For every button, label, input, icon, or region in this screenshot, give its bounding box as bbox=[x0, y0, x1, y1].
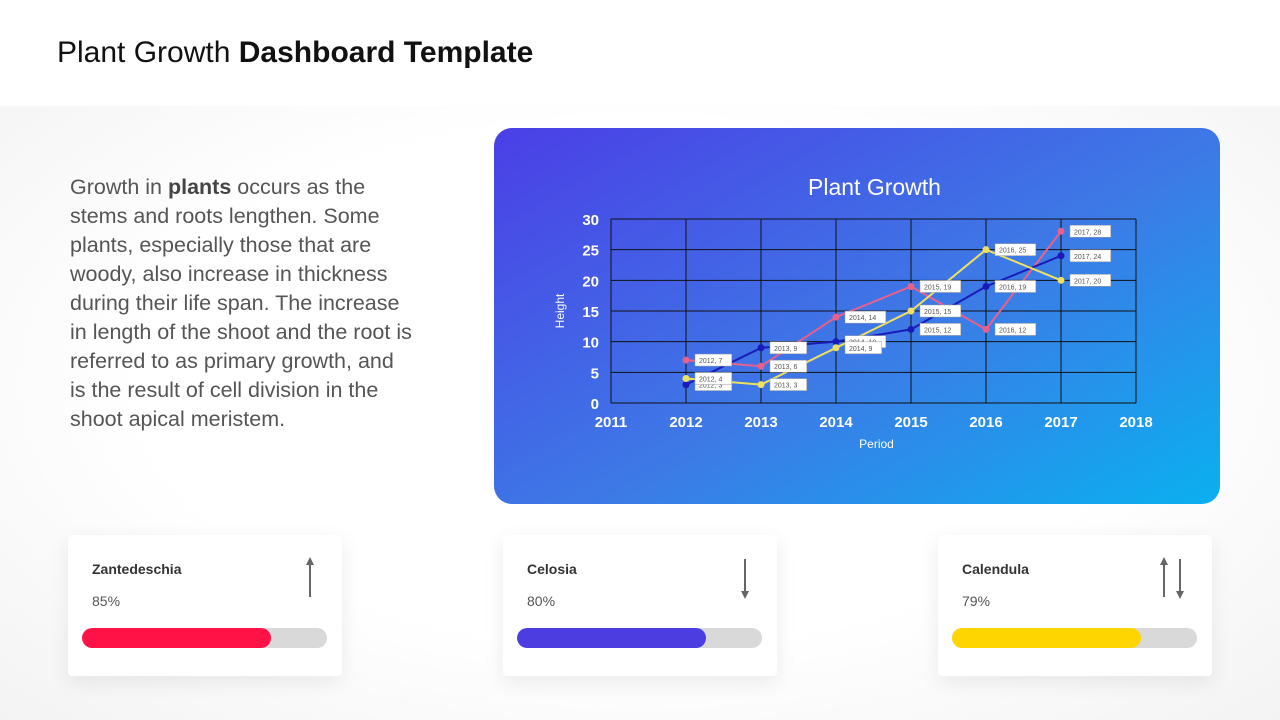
card-percent: 80% bbox=[527, 593, 556, 609]
card-percent: 79% bbox=[962, 593, 991, 609]
chart-panel: Plant Growth 0 5 10 15 20 25 30 2011 2012 2013 2014… bbox=[494, 128, 1220, 504]
data-point bbox=[982, 246, 990, 254]
data-point bbox=[832, 338, 840, 346]
card-name: Zantedeschia bbox=[92, 561, 182, 577]
data-point bbox=[757, 381, 765, 389]
description-before: Growth in bbox=[70, 175, 168, 199]
data-label-box bbox=[994, 323, 1037, 336]
arrow-up-icon bbox=[304, 557, 316, 604]
description-text: Growth in plants occurs as the stems and… bbox=[70, 173, 415, 434]
data-point bbox=[907, 325, 915, 333]
card-calendula: Calendula 79% bbox=[938, 535, 1212, 676]
x-tick-label: 2011 bbox=[595, 414, 628, 431]
data-label: 2016, 12 bbox=[999, 327, 1026, 334]
progress-track bbox=[952, 628, 1197, 648]
progress-fill bbox=[952, 628, 1141, 648]
data-label: 2012, 3 bbox=[699, 383, 722, 390]
data-label: 2013, 9 bbox=[774, 346, 797, 353]
x-tick-label: 2018 bbox=[1119, 414, 1152, 431]
data-label: 2015, 19 bbox=[924, 284, 951, 291]
plant-growth-chart: Plant Growth 0 5 10 15 20 25 30 2011 2012 2013 2014… bbox=[553, 174, 1153, 451]
x-axis-label: Period bbox=[859, 437, 894, 451]
title-regular: Plant Growth bbox=[57, 36, 231, 69]
y-tick-label: 30 bbox=[582, 212, 599, 229]
data-label: 2016, 19 bbox=[999, 284, 1026, 291]
data-point bbox=[982, 325, 990, 333]
header: Plant Growth Dashboard Template bbox=[0, 0, 1280, 106]
data-point bbox=[682, 381, 690, 389]
data-label: 2012, 4 bbox=[699, 376, 722, 383]
x-tick-label: 2017 bbox=[1044, 414, 1077, 431]
card-name: Celosia bbox=[527, 561, 577, 577]
data-label: 2014, 14 bbox=[849, 315, 876, 322]
data-label-box bbox=[694, 372, 732, 385]
data-label: 2017, 28 bbox=[1074, 229, 1101, 236]
data-label-box bbox=[994, 243, 1037, 256]
data-label: 2012, 7 bbox=[699, 358, 722, 365]
description-bold: plants bbox=[167, 175, 232, 199]
data-label-box bbox=[919, 323, 962, 336]
progress-track bbox=[82, 628, 327, 648]
data-label-box bbox=[694, 353, 732, 367]
data-label: 2014, 9 bbox=[849, 346, 872, 353]
data-point bbox=[1057, 252, 1065, 260]
data-point bbox=[1057, 227, 1065, 235]
card-zantedeschia: Zantedeschia 85% bbox=[68, 535, 342, 676]
x-tick-label: 2016 bbox=[969, 414, 1002, 431]
data-label-box bbox=[994, 280, 1037, 293]
progress-fill bbox=[82, 628, 271, 648]
data-point bbox=[757, 362, 765, 370]
data-point bbox=[832, 313, 840, 321]
data-label-box bbox=[769, 341, 807, 355]
data-point bbox=[682, 356, 690, 364]
data-label-box bbox=[919, 280, 962, 293]
data-label-box bbox=[1069, 274, 1112, 287]
data-label-box bbox=[844, 341, 882, 355]
data-label: 2015, 15 bbox=[924, 309, 951, 316]
arrow-down-icon bbox=[739, 557, 751, 604]
data-point bbox=[1057, 276, 1065, 284]
data-label: 2015, 12 bbox=[924, 327, 951, 334]
data-label-box bbox=[769, 359, 807, 373]
data-label: 2017, 20 bbox=[1074, 278, 1101, 285]
data-point bbox=[982, 282, 990, 290]
data-point bbox=[907, 282, 915, 290]
data-label-box bbox=[1069, 249, 1112, 263]
y-tick-label: 15 bbox=[582, 304, 599, 321]
data-label-box bbox=[919, 304, 962, 318]
progress-track bbox=[517, 628, 762, 648]
data-point bbox=[832, 344, 840, 352]
data-point bbox=[682, 374, 690, 382]
data-point bbox=[907, 307, 915, 315]
x-tick-label: 2013 bbox=[744, 414, 777, 431]
data-label: 2017, 24 bbox=[1074, 254, 1101, 261]
card-percent: 85% bbox=[92, 593, 121, 609]
arrows-up-down-icon bbox=[1158, 557, 1186, 604]
y-axis-label: Height bbox=[553, 293, 567, 328]
series-line-0 bbox=[685, 230, 1062, 368]
chart-title: Plant Growth bbox=[808, 174, 941, 200]
data-label: 2013, 3 bbox=[774, 383, 797, 390]
data-label-box bbox=[1069, 225, 1112, 238]
y-tick-label: 5 bbox=[591, 365, 599, 382]
progress-fill bbox=[517, 628, 706, 648]
y-tick-label: 10 bbox=[582, 335, 599, 352]
y-tick-label: 0 bbox=[591, 396, 599, 413]
data-label: 2013, 6 bbox=[774, 364, 797, 371]
data-point bbox=[757, 344, 765, 352]
y-tick-label: 25 bbox=[582, 243, 599, 260]
description-after: occurs as the stems and roots lengthen. … bbox=[70, 175, 412, 431]
x-tick-label: 2015 bbox=[894, 414, 927, 431]
x-tick-label: 2014 bbox=[819, 414, 853, 431]
x-tick-label: 2012 bbox=[669, 414, 702, 431]
card-celosia: Celosia 80% bbox=[503, 535, 777, 676]
page-title: Plant Growth Dashboard Template bbox=[57, 36, 533, 70]
data-label: 2016, 25 bbox=[999, 248, 1026, 255]
y-tick-label: 20 bbox=[582, 273, 599, 290]
data-label-box bbox=[769, 378, 807, 391]
data-label-box bbox=[844, 310, 887, 324]
title-bold: Dashboard Template bbox=[238, 36, 534, 69]
card-name: Calendula bbox=[962, 561, 1029, 577]
